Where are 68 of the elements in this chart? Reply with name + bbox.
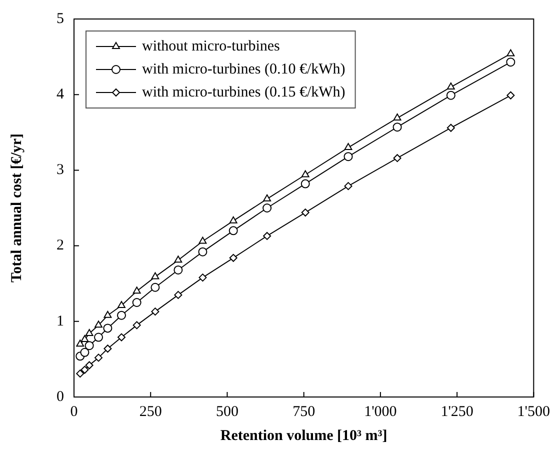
legend-label: without micro-turbines (142, 38, 280, 54)
point (94, 354, 103, 362)
point (446, 82, 455, 90)
y-tick-label: 4 (56, 86, 64, 103)
point (117, 333, 126, 342)
point (506, 58, 516, 67)
point (301, 208, 310, 217)
point (344, 152, 353, 162)
point (392, 122, 402, 132)
point (229, 216, 238, 224)
point (132, 286, 141, 294)
point (94, 320, 102, 328)
point (174, 256, 182, 263)
point (132, 298, 142, 307)
point (151, 272, 160, 280)
point (300, 179, 310, 188)
point (151, 308, 160, 316)
point (85, 361, 94, 370)
legend-label: with micro-turbines (0.10 €/kWh) (142, 61, 346, 78)
point (174, 290, 182, 299)
point (263, 194, 272, 202)
point (198, 274, 207, 282)
y-tick-label: 1 (56, 313, 64, 330)
point (506, 91, 515, 100)
point (80, 348, 90, 357)
x-tick-label: 250 (139, 404, 162, 420)
point (344, 143, 352, 150)
point (103, 324, 112, 333)
point (174, 265, 183, 274)
x-tick-label: 1'000 (364, 404, 397, 420)
point (85, 328, 94, 336)
point (150, 282, 160, 292)
y-tick-label: 0 (56, 388, 64, 405)
point (393, 114, 402, 121)
point (198, 236, 207, 244)
x-tick-label: 1'250 (440, 404, 474, 420)
y-axis-title: Total annual cost [€/yr] (8, 133, 25, 283)
x-tick-label: 750 (292, 404, 316, 420)
point (118, 301, 126, 308)
legend-label: with micro-turbines (0.15 €/kWh) (142, 84, 346, 100)
point (506, 49, 515, 56)
point (198, 247, 208, 256)
x-tick-label: 1'500 (517, 404, 550, 420)
point (84, 341, 94, 350)
point (94, 332, 104, 342)
point (263, 232, 272, 240)
point (104, 310, 112, 318)
x-tick-label: 500 (216, 404, 238, 420)
point (132, 321, 141, 330)
x-tick-label: 0 (70, 404, 78, 420)
point (446, 90, 456, 100)
point (446, 124, 455, 132)
point (301, 170, 310, 178)
point (80, 335, 89, 342)
y-tick-label: 3 (56, 162, 64, 178)
y-tick-label: 2 (56, 238, 64, 254)
point (229, 254, 238, 262)
x-axis-title: Retention volume [10³ m³] (220, 428, 388, 444)
point (76, 340, 84, 347)
point (228, 226, 238, 236)
point (344, 182, 352, 190)
point (393, 154, 402, 162)
y-tick-label: 5 (56, 10, 64, 27)
point (76, 370, 84, 378)
point (262, 204, 272, 212)
point (116, 310, 126, 320)
point (80, 366, 89, 374)
point (104, 344, 112, 353)
